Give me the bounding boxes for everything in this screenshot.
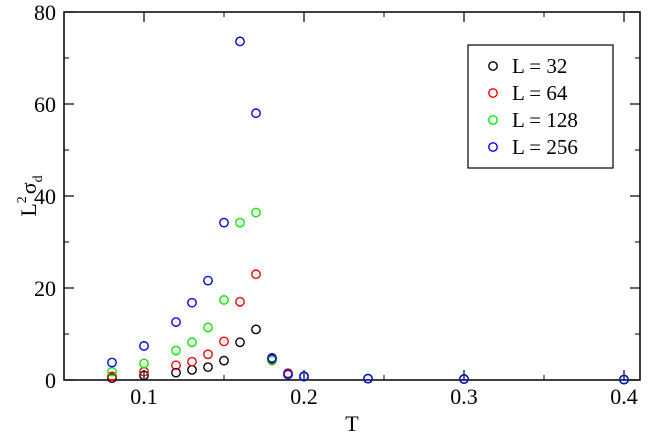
y-axis-label-superscript: 2 [15, 196, 30, 203]
legend-label: L = 32 [512, 54, 567, 78]
data-point-series-0 [187, 364, 197, 375]
svg-text:L2σd: L2 σd [15, 175, 46, 216]
legend-box [467, 44, 614, 169]
data-point-series-3 [251, 108, 261, 119]
data-point-series-2 [267, 355, 277, 366]
x-axis-label: T [345, 411, 359, 436]
data-point-series-2 [235, 217, 245, 228]
data-point-series-2 [107, 366, 117, 377]
data-points [107, 36, 629, 385]
data-point-series-0 [219, 355, 229, 366]
y-axis-label: L2 σd [15, 175, 46, 216]
data-point-series-2 [187, 337, 197, 348]
x-tick-label: 0.2 [290, 384, 318, 409]
legend-marker [488, 142, 498, 152]
legend-marker [488, 88, 498, 98]
data-point-series-1 [203, 349, 213, 360]
legend-marker [488, 61, 498, 71]
legend-label: L = 64 [512, 81, 568, 105]
y-tick-label: 40 [34, 184, 56, 209]
data-point-series-3 [363, 373, 373, 384]
legend-label: L = 128 [512, 108, 578, 132]
y-axis-label-sigma: σ [16, 182, 41, 194]
data-point-series-3 [219, 217, 229, 228]
data-point-series-3 [139, 341, 149, 351]
y-axis-label-base: L [16, 203, 41, 216]
data-point-series-3 [299, 371, 309, 382]
x-tick-label: 0.4 [610, 384, 638, 409]
data-point-series-3 [203, 275, 213, 286]
data-point-series-3 [235, 36, 245, 47]
data-point-series-2 [203, 322, 213, 333]
axis-ticks [63, 11, 640, 381]
data-point-series-2 [171, 345, 181, 356]
legend-items: L = 32 L = 64 L = 128 L = 256 [488, 54, 578, 159]
data-point-series-1 [251, 269, 261, 280]
data-point-series-1 [235, 296, 245, 307]
data-point-series-3 [107, 357, 117, 368]
y-tick-label: 20 [34, 276, 56, 301]
data-point-series-1 [107, 371, 117, 382]
data-point-series-0 [235, 337, 245, 348]
y-tick-label: 80 [34, 0, 56, 25]
data-point-series-1 [219, 336, 229, 347]
y-tick-label: 0 [45, 368, 56, 393]
tick-labels: 0.1 0.2 0.3 0.4 0 20 40 60 80 [34, 0, 638, 409]
data-point-series-3 [459, 374, 469, 384]
legend-marker [488, 115, 498, 125]
data-point-series-3 [267, 353, 277, 363]
data-point-series-3 [619, 374, 629, 385]
legend: L = 32 L = 64 L = 128 L = 256 [467, 44, 614, 169]
y-axis-label-subscript: d [31, 175, 46, 182]
data-point-series-2 [139, 358, 149, 369]
data-point-series-0 [171, 367, 181, 378]
data-point-series-0 [203, 362, 213, 373]
data-point-series-1 [171, 360, 181, 371]
x-tick-label: 0.1 [130, 384, 158, 409]
legend-label: L = 256 [512, 135, 578, 159]
data-point-series-2 [251, 207, 261, 218]
data-point-series-0 [251, 324, 261, 335]
data-point-series-3 [171, 317, 181, 327]
data-point-series-3 [283, 369, 293, 380]
x-tick-label: 0.3 [450, 384, 478, 409]
data-point-series-2 [219, 295, 229, 305]
data-point-series-3 [187, 297, 197, 308]
y-tick-label: 60 [34, 92, 56, 117]
data-point-series-0 [139, 370, 149, 381]
data-point-series-1 [187, 356, 197, 367]
